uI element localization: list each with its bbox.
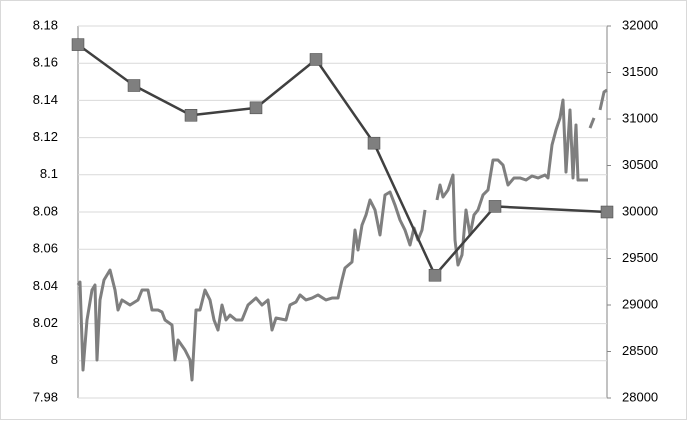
marker (367, 136, 381, 150)
series-line (76, 88, 608, 382)
marker (309, 53, 323, 66)
y2-tick-label: 30500 (622, 157, 658, 172)
marker (488, 200, 502, 213)
y2-tick-label: 31500 (622, 64, 658, 79)
y-tick-label: 8.18 (33, 17, 58, 32)
y2-tick-label: 30000 (622, 203, 658, 218)
y2-tick-label: 28000 (622, 389, 658, 404)
y2-tick-label: 32000 (622, 17, 658, 32)
y-tick-label: 8.16 (33, 55, 58, 70)
marker (184, 109, 198, 122)
y-tick-label: 8.06 (33, 241, 58, 256)
y2-tick-label: 28500 (622, 343, 658, 358)
y-tick-label: 8 (51, 352, 58, 367)
y-tick-label: 8.04 (33, 278, 58, 293)
y2-tick-label: 29500 (622, 250, 658, 265)
marker (600, 205, 614, 219)
y-tick-label: 8.1 (40, 166, 58, 181)
marker (127, 79, 141, 92)
y-tick-label: 7.98 (33, 389, 58, 404)
marker (71, 38, 85, 51)
y-tick-label: 8.12 (33, 129, 58, 144)
marker (428, 268, 442, 282)
y2-tick-label: 31000 (622, 110, 658, 125)
y-tick-label: 8.02 (33, 315, 58, 330)
y2-tick-label: 29000 (622, 296, 658, 311)
y-tick-label: 8.08 (33, 203, 58, 218)
marker (249, 101, 263, 115)
y-tick-label: 8.14 (33, 92, 58, 107)
